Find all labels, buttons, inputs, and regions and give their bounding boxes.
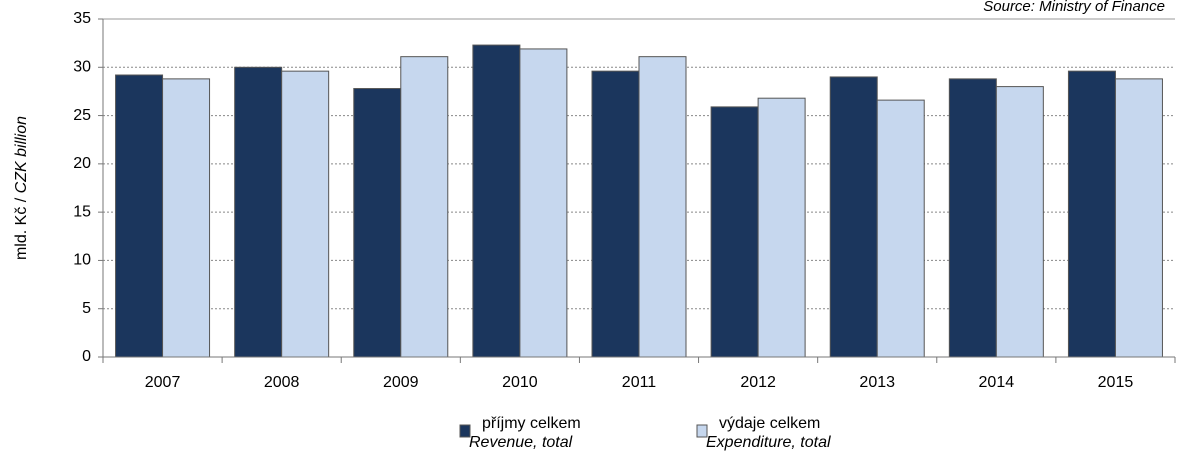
y-axis-label: mld. Kč / CZK billion	[13, 116, 30, 260]
y-tick-label: 15	[73, 203, 91, 220]
y-tick-label: 35	[73, 10, 91, 27]
y-tick-label: 25	[73, 107, 91, 124]
bar	[948, 78, 997, 358]
bar	[876, 99, 925, 358]
y-tick-label: 10	[73, 252, 91, 269]
legend-label-en: Revenue, total	[469, 434, 573, 451]
bar	[234, 66, 283, 358]
bar	[281, 70, 330, 358]
x-tick-label: 2010	[502, 374, 538, 391]
source-note: Source: Ministry of Finance	[983, 0, 1165, 15]
x-tick-label: 2011	[622, 374, 657, 391]
legend-swatch	[459, 424, 471, 438]
bar	[115, 74, 164, 358]
x-tick-label: 2007	[145, 374, 181, 391]
x-tick-label: 2014	[979, 374, 1015, 391]
bar	[638, 56, 687, 358]
bar	[757, 97, 806, 358]
legend-label: výdaje celkem	[719, 415, 820, 432]
bar	[591, 70, 640, 358]
bar	[710, 106, 759, 358]
x-tick-label: 2015	[1098, 374, 1134, 391]
bar	[1114, 78, 1163, 358]
legend-swatch	[696, 424, 708, 438]
bar	[519, 48, 568, 358]
bar	[472, 44, 521, 358]
y-tick-label: 30	[73, 59, 91, 76]
y-tick-label: 5	[82, 300, 91, 317]
bar	[829, 76, 878, 358]
legend-label: příjmy celkem	[482, 415, 581, 432]
bar	[353, 88, 402, 358]
bar	[995, 86, 1044, 358]
x-tick-label: 2012	[740, 374, 776, 391]
bar	[1067, 70, 1116, 358]
bar	[162, 78, 211, 358]
y-axis-label-cz: mld. Kč /	[13, 197, 30, 260]
y-tick-label: 0	[82, 348, 91, 365]
y-tick-label: 20	[73, 155, 91, 172]
bar	[400, 56, 449, 358]
y-axis-label-en: CZK billion	[13, 116, 30, 193]
x-tick-label: 2009	[383, 374, 419, 391]
x-tick-label: 2013	[859, 374, 895, 391]
legend-label-en: Expenditure, total	[706, 434, 831, 451]
x-tick-label: 2008	[264, 374, 300, 391]
